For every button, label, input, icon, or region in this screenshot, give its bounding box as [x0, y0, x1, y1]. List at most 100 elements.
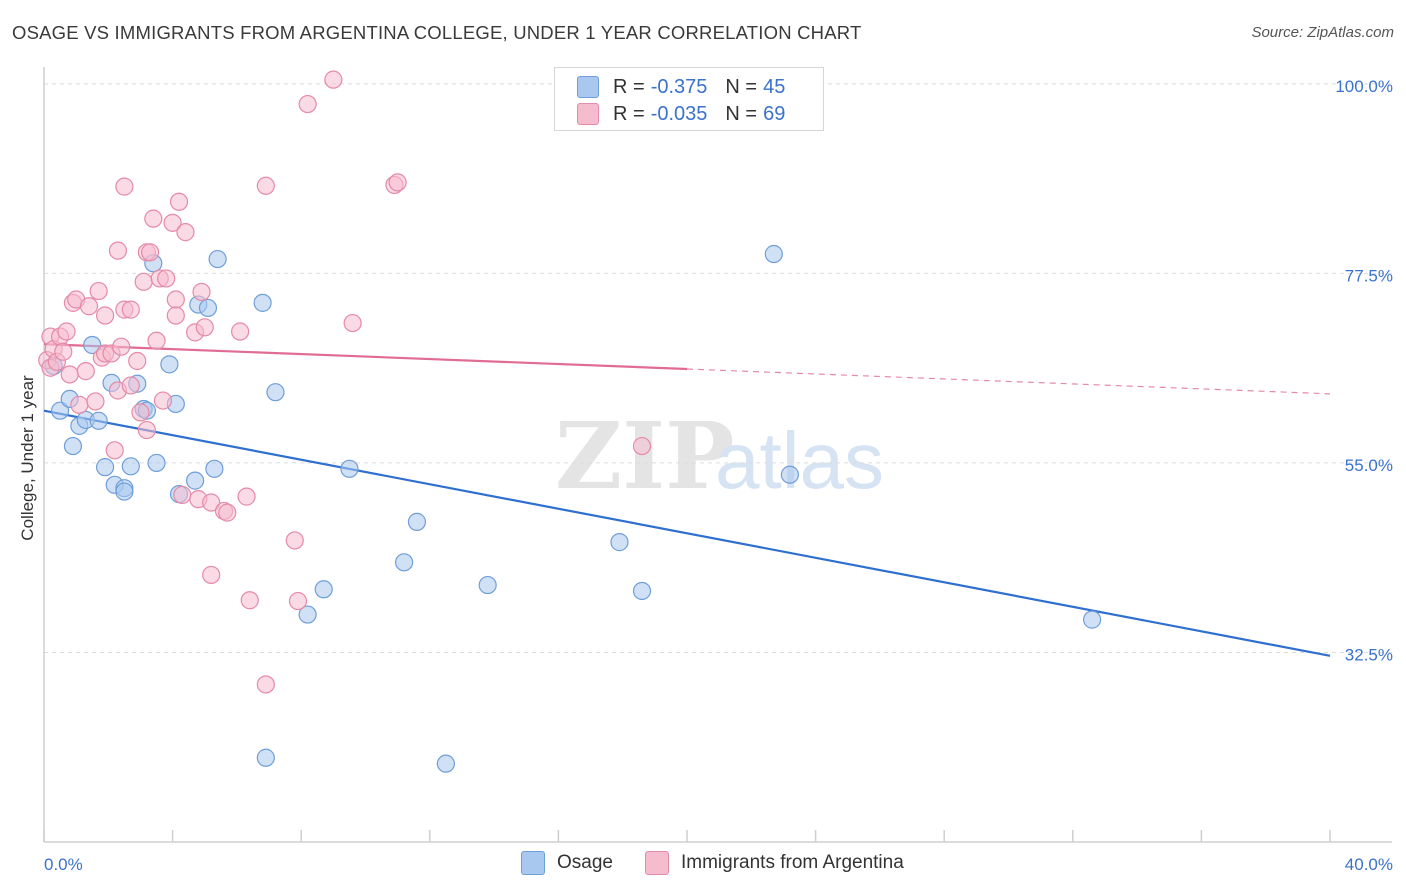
data-point: [764, 244, 783, 264]
data-point: [140, 243, 160, 262]
data-point: [112, 337, 131, 356]
data-point: [192, 282, 211, 302]
data-point: [128, 351, 147, 371]
data-point: [253, 293, 272, 312]
trend-line: [43, 343, 688, 371]
data-point: [121, 376, 140, 395]
data-point: [610, 533, 629, 552]
data-point: [256, 675, 275, 694]
data-point: [147, 331, 166, 350]
data-point: [208, 249, 227, 269]
y-tick-label: 100.0%: [1335, 77, 1393, 96]
data-point: [166, 306, 185, 325]
data-point: [95, 306, 115, 325]
data-point: [240, 591, 259, 610]
trend-line: [43, 409, 1331, 657]
data-point: [198, 298, 218, 318]
source-label: Source: ZipAtlas.com: [1251, 24, 1394, 41]
data-point: [231, 322, 250, 341]
data-point: [1082, 610, 1102, 629]
data-point: [169, 192, 189, 211]
legend-n-label: N =: [725, 75, 758, 98]
legend-swatch-argentina: [644, 851, 669, 875]
correlation-legend: R = -0.375 N = 45 R = -0.035 N = 69: [554, 67, 824, 131]
y-axis-label: College, Under 1 year: [18, 375, 37, 541]
data-point: [63, 436, 83, 456]
watermark: ZIP atlas: [555, 402, 884, 510]
data-point: [407, 512, 427, 531]
legend-swatch-argentina: [577, 103, 599, 125]
legend-n-value: 45: [763, 75, 786, 98]
legend-label-argentina: Immigrants from Argentina: [680, 852, 904, 873]
series-immigrants-from-argentina: [38, 70, 652, 694]
legend-n-label: N =: [725, 102, 758, 125]
x-tick-label: 0.0%: [44, 855, 83, 874]
data-point: [121, 457, 140, 476]
data-point: [134, 272, 153, 291]
legend-label-osage: Osage: [557, 852, 613, 873]
data-point: [105, 441, 124, 460]
data-point: [115, 177, 134, 196]
legend-row-osage: R = -0.375 N = 45: [577, 75, 785, 99]
trend-line-extension: [686, 368, 1331, 395]
data-point: [266, 383, 285, 402]
series-legend: Osage Immigrants from Argentina: [521, 851, 936, 875]
data-point: [343, 313, 362, 333]
data-point: [173, 485, 192, 505]
y-tick-label: 55.0%: [1345, 456, 1393, 475]
watermark-zip: ZIP: [555, 402, 734, 510]
data-point: [89, 281, 108, 301]
data-point: [147, 453, 166, 473]
data-point: [394, 553, 414, 572]
data-point: [121, 300, 140, 319]
grid-lines: [44, 83, 1392, 653]
legend-swatch-osage: [521, 851, 545, 875]
data-point: [108, 241, 128, 260]
legend-r-value: -0.375: [650, 75, 708, 98]
data-point: [256, 176, 275, 195]
data-point: [288, 591, 308, 611]
data-point: [324, 70, 343, 89]
data-point: [86, 392, 105, 411]
data-point: [157, 269, 176, 288]
data-point: [83, 335, 102, 355]
legend-r-label: R =: [613, 75, 645, 98]
data-point: [153, 391, 173, 410]
data-point: [205, 459, 224, 478]
data-point: [218, 503, 237, 522]
data-point: [202, 565, 221, 585]
legend-item-argentina[interactable]: Immigrants from Argentina: [644, 851, 904, 875]
data-point: [57, 322, 76, 341]
data-point: [632, 436, 652, 456]
data-point: [160, 355, 179, 374]
data-point: [163, 213, 182, 232]
legend-r-label: R =: [613, 102, 645, 125]
data-point: [298, 94, 317, 114]
data-point: [70, 395, 89, 414]
legend-swatch-osage: [577, 76, 599, 98]
data-point: [285, 531, 304, 550]
data-point: [115, 482, 134, 501]
tick-labels: 100.0% 77.5% 55.0% 32.5% 0.0% 40.0%: [44, 77, 1393, 874]
data-point: [166, 290, 185, 309]
data-point: [79, 297, 99, 316]
data-point: [388, 173, 407, 192]
data-point: [632, 581, 652, 601]
legend-r-value: -0.035: [650, 102, 708, 125]
data-point: [195, 318, 214, 337]
data-point: [131, 403, 150, 422]
legend-item-osage[interactable]: Osage: [521, 851, 613, 875]
data-point: [54, 342, 73, 361]
chart-title: OSAGE VS IMMIGRANTS FROM ARGENTINA COLLE…: [12, 22, 862, 43]
data-point: [89, 411, 108, 430]
data-point: [95, 458, 115, 477]
x-tick-label: 40.0%: [1345, 855, 1393, 874]
legend-n-value: 69: [763, 102, 786, 125]
data-point: [340, 459, 359, 478]
data-point: [436, 754, 455, 773]
data-point: [237, 487, 256, 506]
data-point: [478, 575, 497, 595]
legend-row-argentina: R = -0.035 N = 69: [577, 102, 785, 126]
data-points: [38, 70, 1102, 773]
